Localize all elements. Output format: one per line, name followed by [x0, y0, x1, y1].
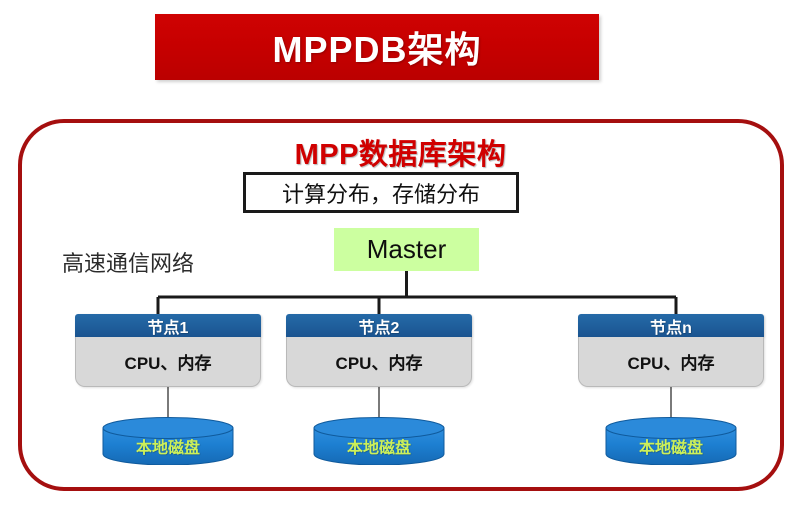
node-header-2: 节点2	[286, 314, 472, 337]
local-disk-label-2: 本地磁盘	[346, 440, 411, 457]
node-header-n: 节点n	[578, 314, 764, 337]
diagram-heading: MPP数据库架构	[294, 139, 507, 171]
node-body-label-1: CPU、内存	[124, 354, 212, 373]
database-cylinder-icon-2	[313, 417, 445, 465]
node-column-n: 节点n CPU、内存	[578, 314, 764, 387]
node-header-label-1: 节点1	[147, 319, 189, 337]
node-header-1: 节点1	[75, 314, 261, 337]
node-body-n: CPU、内存	[578, 337, 764, 387]
node-column-2: 节点2 CPU、内存	[286, 314, 472, 387]
subtitle-box: 计算分布，存储分布	[243, 172, 519, 213]
node-body-label-2: CPU、内存	[335, 354, 423, 373]
local-disk-1: 本地磁盘	[102, 417, 234, 465]
node-body-label-n: CPU、内存	[627, 354, 715, 373]
node-body-2: CPU、内存	[286, 337, 472, 387]
title-banner-text: MPPDB架构	[272, 29, 482, 70]
title-banner: MPPDB架构	[155, 14, 599, 80]
local-disk-label-1: 本地磁盘	[135, 440, 200, 457]
database-cylinder-icon-n	[605, 417, 737, 465]
node-header-label-2: 节点2	[358, 319, 400, 337]
local-disk-label-n: 本地磁盘	[638, 440, 703, 457]
database-cylinder-icon-1	[102, 417, 234, 465]
network-label: 高速通信网络	[62, 251, 195, 276]
local-disk-2: 本地磁盘	[313, 417, 445, 465]
node-column-1: 节点1 CPU、内存	[75, 314, 261, 387]
master-node: Master	[334, 228, 479, 271]
node-header-label-n: 节点n	[650, 319, 692, 337]
node-body-1: CPU、内存	[75, 337, 261, 387]
local-disk-n: 本地磁盘	[605, 417, 737, 465]
master-node-label: Master	[366, 234, 447, 264]
subtitle-text: 计算分布，存储分布	[281, 181, 480, 207]
